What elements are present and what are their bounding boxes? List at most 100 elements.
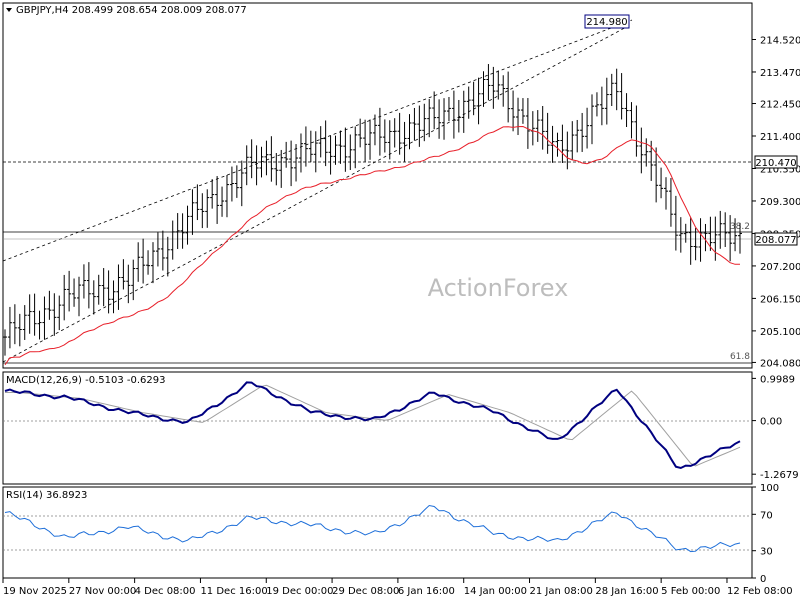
price-bar [486, 64, 491, 101]
price-bar [501, 75, 506, 107]
price-bar [343, 127, 348, 172]
price-bar [570, 121, 575, 161]
price-bar [599, 86, 604, 126]
price-axis-label: 210.350 [760, 164, 800, 175]
price-bar [432, 91, 437, 130]
price-bar [545, 112, 550, 154]
price-bar [535, 110, 540, 142]
price-bar [210, 179, 215, 209]
price-bar [313, 131, 318, 173]
price-bar [62, 274, 67, 321]
time-axis[interactable]: 19 Nov 2025 27 Nov 00:004 Dec 08:00 11 Dec… [2, 578, 793, 597]
price-bar [170, 220, 175, 260]
price-bar [57, 295, 62, 331]
time-axis-label: 6 Jan 16:00 [398, 586, 455, 597]
time-axis-label: 28 Jan 16:00 [595, 586, 658, 597]
price-bar [289, 140, 294, 187]
price-bar [555, 132, 560, 157]
macd-axis[interactable]: 0.9989 0.00 -1.2679 [752, 374, 799, 481]
price-bar [659, 167, 664, 199]
time-axis-label: 19 Nov 2025 [3, 586, 67, 597]
channel-lower-line[interactable] [2, 23, 633, 363]
price-bar [101, 268, 106, 307]
price-bar [698, 218, 703, 262]
price-bar [728, 215, 733, 262]
price-bar [516, 97, 521, 136]
price-bar [456, 99, 461, 133]
price-bar [22, 305, 27, 340]
time-axis-label: 4 Dec 08:00 [135, 586, 196, 597]
high-price-tag[interactable]: 214.980 [584, 14, 630, 29]
price-bar [294, 144, 299, 182]
macd-axis-label: 0.00 [760, 417, 782, 428]
price-bar [422, 103, 427, 142]
price-bar [111, 280, 116, 314]
time-axis-label: 29 Dec 08:00 [332, 586, 399, 597]
price-bar [565, 131, 570, 170]
rsi-panel[interactable] [2, 486, 753, 579]
price-bar [718, 210, 723, 249]
price-bar [146, 250, 151, 275]
price-bar [42, 296, 47, 340]
rsi-axis[interactable]: 100 70 30 0 [752, 483, 779, 585]
price-bar [377, 107, 382, 156]
price-bar [200, 193, 205, 229]
symbol-info: GBPJPY,H4 208.499 208.654 208.009 208.07… [6, 5, 247, 16]
price-axis-label: 214.520 [760, 36, 800, 47]
price-bar [175, 213, 180, 249]
price-bar [165, 236, 170, 277]
price-bar [491, 66, 496, 109]
rsi-axis-label: 30 [760, 547, 773, 558]
price-bar [446, 96, 451, 122]
price-bar [644, 138, 649, 167]
price-axis[interactable]: 214.520 213.470 212.450 211.400 210.350 209.3… [752, 36, 800, 370]
price-bar [738, 222, 742, 254]
price-bar [580, 112, 585, 152]
price-bar [353, 126, 358, 169]
price-bar [387, 120, 392, 160]
price-bar [733, 218, 738, 252]
price-bar [461, 90, 466, 133]
price-bar [471, 81, 476, 116]
macd-panel[interactable] [2, 371, 753, 485]
price-bar [7, 306, 12, 349]
rsi-axis-label: 100 [760, 483, 779, 494]
price-bar [363, 119, 368, 162]
price-bar [668, 178, 673, 227]
price-bar [106, 270, 111, 314]
price-bars [3, 64, 742, 356]
price-bar [160, 230, 165, 271]
price-bar [244, 145, 249, 186]
price-axis-label: 211.400 [760, 132, 800, 143]
price-bar [634, 105, 639, 157]
price-bar [215, 176, 220, 224]
resistance-price-tag: 210.470 [754, 155, 798, 169]
price-bar [382, 119, 387, 153]
price-bar [614, 68, 619, 111]
price-bar [451, 90, 456, 139]
time-axis-label: 11 Dec 16:00 [200, 586, 267, 597]
price-bar [284, 141, 289, 168]
moving-average-line [4, 125, 741, 366]
time-axis-label: 27 Nov 00:00 [69, 586, 136, 597]
price-bar [52, 293, 57, 336]
price-bar [91, 280, 96, 315]
price-panel[interactable] [2, 2, 753, 369]
price-bar [664, 177, 669, 210]
price-axis-label: 204.080 [760, 358, 800, 369]
price-bar [249, 139, 254, 179]
current-price-tag: 208.077 [754, 232, 798, 246]
price-bar [397, 112, 402, 155]
price-bar [629, 102, 634, 139]
price-bar [437, 99, 442, 139]
price-bar [703, 223, 708, 252]
price-bar [323, 120, 328, 167]
price-bar [372, 114, 377, 146]
price-bar [407, 114, 412, 150]
price-bar [348, 134, 353, 170]
time-axis-label: 19 Dec 00:00 [266, 586, 333, 597]
channel-upper-line[interactable] [2, 19, 633, 262]
collapse-triangle-icon[interactable] [6, 8, 12, 12]
watermark: ActionForex [428, 274, 569, 302]
